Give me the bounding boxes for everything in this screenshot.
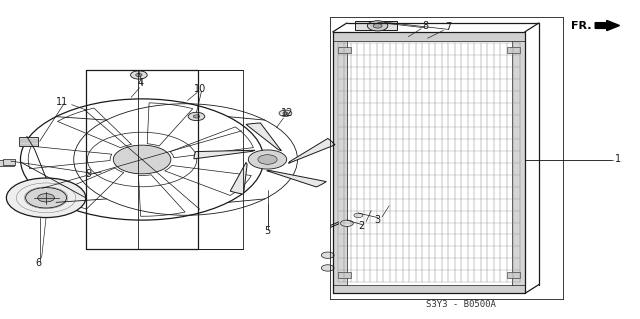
Circle shape (321, 265, 334, 271)
Polygon shape (267, 171, 326, 187)
Circle shape (248, 150, 287, 169)
Circle shape (279, 110, 292, 116)
Bar (507, 272, 520, 278)
Bar (0, 160, 14, 166)
Bar (355, 21, 397, 30)
Text: 3: 3 (374, 215, 381, 225)
Circle shape (258, 155, 277, 164)
Circle shape (188, 112, 205, 121)
Text: 8: 8 (422, 20, 429, 31)
Text: FR.: FR. (572, 20, 592, 31)
Polygon shape (289, 138, 335, 163)
Text: 4: 4 (138, 78, 144, 88)
Text: 12: 12 (280, 108, 293, 118)
Circle shape (38, 194, 54, 202)
Text: 2: 2 (358, 221, 365, 232)
Circle shape (193, 115, 200, 118)
Text: 9: 9 (85, 169, 92, 179)
Text: 6: 6 (35, 258, 42, 268)
Text: 1: 1 (614, 154, 621, 165)
Bar (333, 32, 525, 41)
Circle shape (26, 188, 67, 208)
Text: S3Y3 - B0500A: S3Y3 - B0500A (426, 300, 496, 309)
Polygon shape (246, 123, 282, 151)
Text: 7: 7 (445, 22, 451, 32)
Circle shape (136, 73, 142, 77)
Text: 10: 10 (194, 84, 207, 94)
FancyArrow shape (595, 20, 620, 31)
Bar (338, 47, 351, 53)
Bar (507, 47, 520, 53)
Bar (333, 285, 525, 293)
Text: 5: 5 (264, 226, 271, 236)
Polygon shape (230, 163, 247, 194)
Circle shape (6, 178, 86, 218)
Circle shape (340, 220, 353, 226)
Bar (338, 272, 351, 278)
Text: 11: 11 (56, 97, 68, 107)
Circle shape (373, 24, 382, 28)
Circle shape (354, 213, 363, 218)
Circle shape (321, 252, 334, 258)
Circle shape (367, 21, 388, 31)
Polygon shape (194, 150, 255, 159)
Circle shape (283, 112, 288, 115)
Bar (512, 32, 525, 293)
Circle shape (131, 71, 147, 79)
Bar (19, 137, 38, 146)
Circle shape (113, 145, 171, 174)
Bar (333, 32, 347, 293)
Bar (3, 159, 15, 165)
